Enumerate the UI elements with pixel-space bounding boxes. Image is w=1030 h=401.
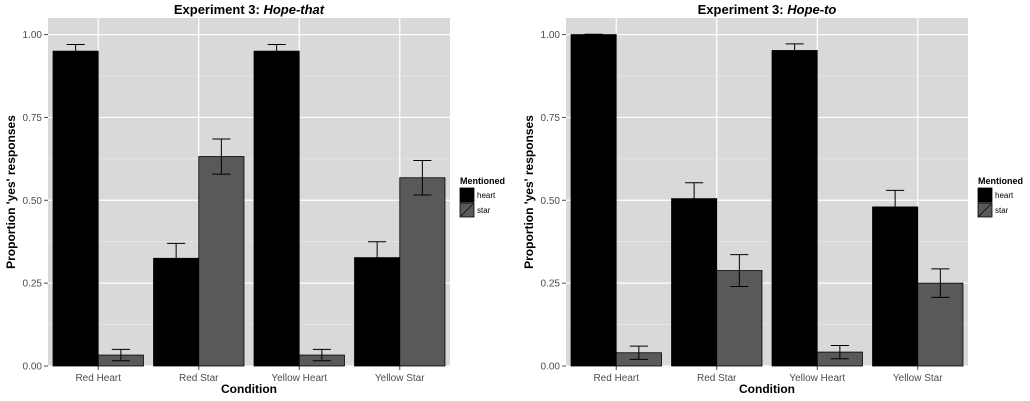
y-tick-label: 0.00: [541, 362, 561, 373]
legend-key-slash: [460, 203, 474, 217]
y-tick-label: 0.75: [541, 113, 561, 124]
bar-heart: [570, 34, 617, 367]
legend-label-star: star: [477, 206, 491, 215]
chart-title-prefix: Experiment 3:: [174, 2, 264, 17]
legend: Mentioned heart star: [977, 176, 1023, 218]
legend-title: Mentioned: [460, 176, 505, 186]
y-tick-label: 0.50: [23, 196, 43, 207]
x-tick-label: Red Heart: [593, 373, 639, 384]
y-tick-label: 1.00: [23, 30, 43, 41]
legend-key-slash: [978, 188, 992, 202]
x-tick-label: Yellow Heart: [271, 373, 327, 384]
legend: Mentioned heart star: [459, 176, 505, 218]
x-axis-label: Condition: [739, 382, 795, 396]
legend-label-heart: heart: [995, 191, 1014, 200]
bar-heart: [771, 50, 818, 367]
bar-heart: [872, 206, 919, 367]
chart-title-emphasis: Hope-to: [787, 2, 836, 17]
legend-label-star: star: [995, 206, 1009, 215]
y-tick-label: 0.00: [23, 362, 43, 373]
bar-star: [399, 177, 446, 367]
chart-title: Experiment 3: Hope-to: [698, 2, 837, 17]
y-tick-label: 0.50: [541, 196, 561, 207]
bar-heart: [52, 50, 99, 367]
x-axis-label: Condition: [221, 382, 277, 396]
chart-panel-1: 0.00 0.25 0.50 0.75 1.00 Red Heart Red Star Yel…: [4, 2, 505, 396]
y-tick-label: 1.00: [541, 30, 561, 41]
bar-heart: [671, 198, 718, 367]
x-tick-label: Yellow Heart: [789, 373, 845, 384]
chart-title-prefix: Experiment 3:: [698, 2, 788, 17]
chart-title: Experiment 3: Hope-that: [174, 2, 325, 17]
y-tick-label: 0.75: [23, 113, 43, 124]
legend-key-slash: [978, 203, 992, 217]
x-tick-label: Red Star: [179, 373, 219, 384]
y-tick-label: 0.25: [541, 279, 561, 290]
bar-heart: [253, 50, 300, 367]
legend-title: Mentioned: [978, 176, 1023, 186]
legend-label-heart: heart: [477, 191, 496, 200]
chart-title-emphasis: Hope-that: [263, 2, 324, 17]
x-tick-label: Yellow Star: [375, 373, 425, 384]
y-axis-label: Proportion 'yes' responses: [522, 115, 536, 269]
bar-heart: [153, 257, 200, 367]
x-tick-label: Red Star: [697, 373, 737, 384]
chart-panel-2: 0.00 0.25 0.50 0.75 1.00 Red Heart Red Star Yel…: [522, 2, 1023, 396]
legend-key-slash: [460, 188, 474, 202]
y-tick-label: 0.25: [23, 279, 43, 290]
y-axis-label: Proportion 'yes' responses: [4, 115, 18, 269]
x-tick-label: Red Heart: [75, 373, 121, 384]
x-tick-label: Yellow Star: [893, 373, 943, 384]
bar-star: [198, 156, 245, 367]
